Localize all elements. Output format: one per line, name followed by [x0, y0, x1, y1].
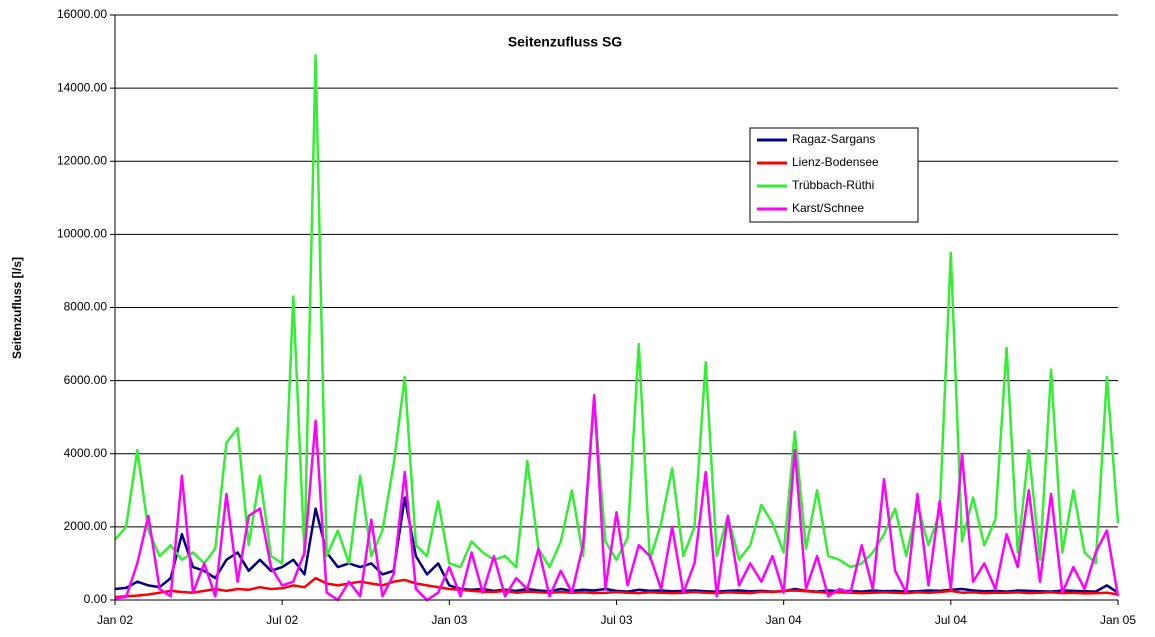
y-tick-label: 6000.00: [64, 373, 108, 387]
legend-label: Karst/Schnee: [792, 201, 864, 215]
x-tick-label: Jan 03: [431, 613, 467, 627]
y-tick-label: 10000.00: [57, 227, 107, 241]
x-tick-label: Jul 03: [600, 613, 632, 627]
y-tick-label: 2000.00: [64, 519, 108, 533]
y-tick-label: 12000.00: [57, 153, 107, 167]
y-tick-label: 0.00: [84, 592, 108, 606]
legend-label: Lienz-Bodensee: [792, 155, 879, 169]
series-line: [114, 576, 1119, 599]
x-tick-label: Jan 02: [97, 613, 133, 627]
y-tick-label: 16000.00: [57, 7, 107, 21]
series-lines: [114, 53, 1120, 602]
x-tick-label: Jul 04: [935, 613, 967, 627]
y-axis-title: Seitenzufluss [l/s]: [10, 257, 24, 359]
series-line: [114, 53, 1120, 569]
x-tick-label: Jan 04: [766, 613, 802, 627]
legend-label: Trübbach-Rüthi: [792, 178, 874, 192]
chart-title: Seitenzufluss SG: [508, 34, 622, 50]
x-tick-label: Jan 05: [1100, 613, 1136, 627]
series-line: [114, 394, 1120, 602]
legend: [749, 127, 919, 223]
y-tick-label: 4000.00: [64, 446, 108, 460]
y-tick-label: 8000.00: [64, 300, 108, 314]
legend-label: Ragaz-Sargans: [792, 132, 875, 146]
y-tick-label: 14000.00: [57, 80, 107, 94]
x-tick-label: Jul 02: [266, 613, 298, 627]
